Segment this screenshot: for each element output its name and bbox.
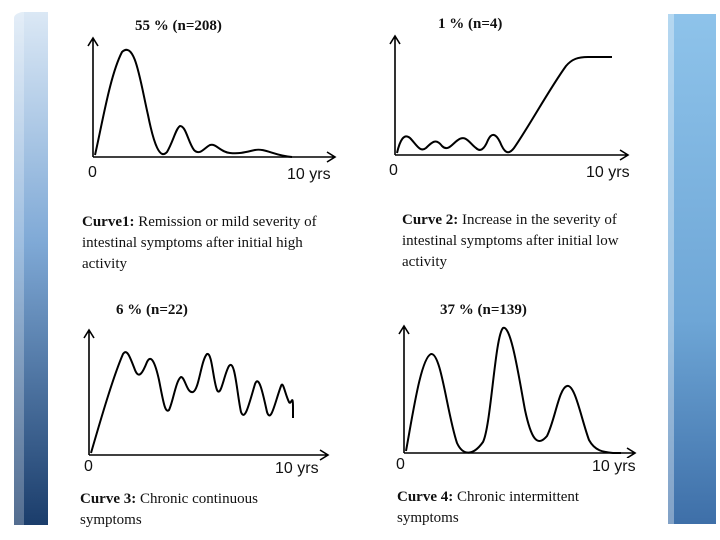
panel-2-y-axis (389, 34, 401, 155)
panel-4-y-axis (398, 324, 410, 453)
panel-1-plot (87, 36, 337, 163)
panel-2-axis-end: 10 yrs (586, 164, 630, 181)
panel-1-x-axis (93, 151, 337, 163)
panel-4-plot (398, 324, 637, 458)
panel-1-y-axis (87, 36, 99, 157)
panel-4-x-axis (404, 447, 637, 458)
panel-2-caption-label: Curve 2: (402, 212, 459, 228)
panel-4-title: 37 % (n=139) (440, 302, 527, 318)
panel-4-caption-text: Chronic intermittent symptoms (397, 489, 580, 526)
left-accent-bar (14, 12, 48, 525)
panel-4-caption-label: Curve 4: (397, 489, 454, 505)
panel-3-axis-end: 10 yrs (275, 460, 319, 477)
panel-3-x-axis (89, 449, 330, 461)
panel-1-title: 55 % (n=208) (135, 18, 222, 34)
panel-1-caption-text: Remission or mild severity of intestinal… (82, 214, 317, 272)
panel-1-axis-start: 0 (88, 164, 97, 181)
panel-2-caption: Curve 2: Increase in the severity of int… (402, 210, 660, 273)
panel-3-curve (90, 351, 294, 454)
panel-2-plot (389, 34, 630, 161)
panel-3-caption-text: Chronic continuous symptoms (80, 491, 258, 528)
panel-3-caption: Curve 3: Chronic continuous symptoms (80, 489, 318, 531)
panel-2-x-axis (395, 149, 630, 161)
panel-3-plot (83, 328, 330, 461)
panel-2-caption-text: Increase in the severity of intestinal s… (402, 212, 619, 270)
panel-2-title: 1 % (n=4) (438, 16, 503, 32)
panel-3-title: 6 % (n=22) (116, 302, 188, 318)
panel-3-axis-start: 0 (84, 458, 93, 475)
right-accent-bar (668, 14, 716, 524)
panel-4-axis-start: 0 (396, 456, 405, 473)
panel-3-caption-label: Curve 3: (80, 491, 137, 507)
panel-1-axis-end: 10 yrs (287, 166, 331, 183)
panel-4-caption: Curve 4: Chronic intermittent symptoms (397, 487, 637, 529)
panel-1-curve (94, 48, 293, 158)
panel-1-caption: Curve1: Remission or mild severity of in… (82, 212, 322, 275)
panel-4-curve (405, 326, 621, 454)
panel-3-y-axis (83, 328, 95, 455)
panel-2-curve (396, 56, 612, 154)
panel-1-caption-label: Curve1: (82, 214, 135, 230)
panel-4-axis-end: 10 yrs (592, 458, 636, 475)
panel-2-axis-start: 0 (389, 162, 398, 179)
